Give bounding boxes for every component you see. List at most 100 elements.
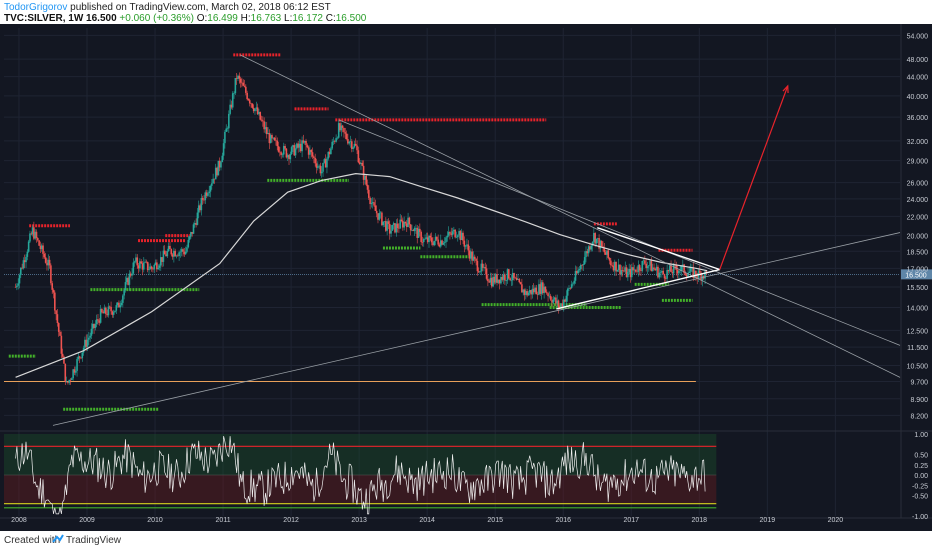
candle-body <box>490 277 493 287</box>
candle-body <box>333 141 336 142</box>
candle-body <box>191 232 193 234</box>
oscillator-line <box>15 436 706 515</box>
candle-body <box>611 265 613 266</box>
candle-body <box>78 356 81 358</box>
candle-body <box>504 274 506 281</box>
candle-body <box>128 273 131 285</box>
tradingview-brand[interactable]: TradingView <box>66 535 122 546</box>
time-axis-label: 2010 <box>147 517 163 524</box>
candle-body <box>27 241 30 252</box>
candle-body <box>59 331 61 336</box>
candle-body <box>265 127 268 135</box>
candle-body <box>701 275 704 281</box>
candle-body <box>508 269 510 279</box>
candle-body <box>399 219 402 229</box>
candle-body <box>14 286 17 288</box>
candle-body <box>551 299 553 303</box>
candle-body <box>493 276 496 283</box>
author-link[interactable]: TodorGrigorov <box>4 2 68 13</box>
candle-body <box>651 267 654 272</box>
candle-body <box>513 272 515 278</box>
candle-body <box>404 221 407 224</box>
symbol-line: TVC:SILVER, 1W 16.500 +0.060 (+0.36%) O:… <box>4 13 366 24</box>
candle-body <box>269 135 272 144</box>
candle-body <box>250 103 252 105</box>
candle-body <box>183 251 186 255</box>
candle-body <box>665 278 667 280</box>
candle-body <box>322 162 324 172</box>
candle-body <box>26 251 29 257</box>
candle-body <box>52 289 55 293</box>
candle-body <box>455 236 458 238</box>
price-axis-label: 24.000 <box>907 197 929 204</box>
candle-body <box>258 111 260 115</box>
candle-body <box>205 192 208 196</box>
candle-body <box>607 250 610 258</box>
candle-body <box>272 137 275 139</box>
candle-body <box>271 135 273 139</box>
candle-body <box>528 290 531 293</box>
candle-body <box>208 191 210 194</box>
candle-body <box>103 307 106 314</box>
candle-body <box>365 175 367 185</box>
oscillator-axis-label: 1.00 <box>914 432 928 439</box>
candle-body <box>688 271 691 273</box>
candle-body <box>600 240 603 247</box>
price-axis-label: 32.000 <box>907 139 929 146</box>
candle-body <box>17 283 19 286</box>
candle-body <box>568 287 570 289</box>
candle-body <box>74 370 77 373</box>
candle-body <box>475 258 477 261</box>
candle-body <box>591 241 594 246</box>
candle-body <box>311 152 314 157</box>
candle-body <box>239 78 242 83</box>
candle-body <box>201 197 204 200</box>
candle-body <box>395 223 398 233</box>
candle-body <box>348 141 350 144</box>
axes: 54.000 48.000 44.000 40.000 36.000 32.000 29.0… <box>11 33 928 524</box>
price-chart[interactable]: 16.500 54.000 48.000 44.000 40.000 36.000 32.… <box>0 24 932 531</box>
candle-body <box>628 269 630 272</box>
candle-body <box>97 319 99 321</box>
candle-body <box>332 141 335 142</box>
candle-body <box>518 279 521 283</box>
candle-body <box>231 93 234 108</box>
close-label: C: <box>325 13 336 24</box>
price-axis-label: 40.000 <box>907 94 929 101</box>
candle-body <box>351 141 353 149</box>
candle-body <box>531 288 534 295</box>
candle-body <box>539 284 542 294</box>
low-label: L: <box>284 13 293 24</box>
candle-body <box>396 223 399 228</box>
candle-body <box>451 231 454 235</box>
candle-body <box>646 266 649 269</box>
candle-body <box>156 262 158 270</box>
oscillator-axis-label: 0.25 <box>914 463 928 470</box>
candle-body <box>347 139 349 144</box>
candle-body <box>700 272 702 281</box>
candle-body <box>54 292 56 311</box>
candle-body <box>56 314 59 324</box>
candle-body <box>598 238 600 249</box>
candle-body <box>375 210 378 214</box>
candle-body <box>176 255 179 257</box>
candle-body <box>540 282 543 294</box>
candle-body <box>446 235 449 238</box>
chart-header: TodorGrigorov published on TradingView.c… <box>0 0 932 24</box>
candle-body <box>560 303 562 308</box>
candle-body <box>255 107 258 109</box>
candle-body <box>437 239 439 245</box>
candle-body <box>535 287 538 295</box>
candle-body <box>638 265 641 271</box>
candle-body <box>470 251 472 259</box>
candle-body <box>385 221 387 231</box>
candle-body <box>641 260 644 271</box>
candle-body <box>190 232 192 237</box>
candle-body <box>118 302 120 308</box>
candle-body <box>84 339 86 348</box>
candle-body <box>678 270 680 274</box>
candle-body <box>548 295 551 297</box>
candle-body <box>522 289 524 293</box>
candle-body <box>606 250 608 255</box>
candle-body <box>318 165 320 167</box>
